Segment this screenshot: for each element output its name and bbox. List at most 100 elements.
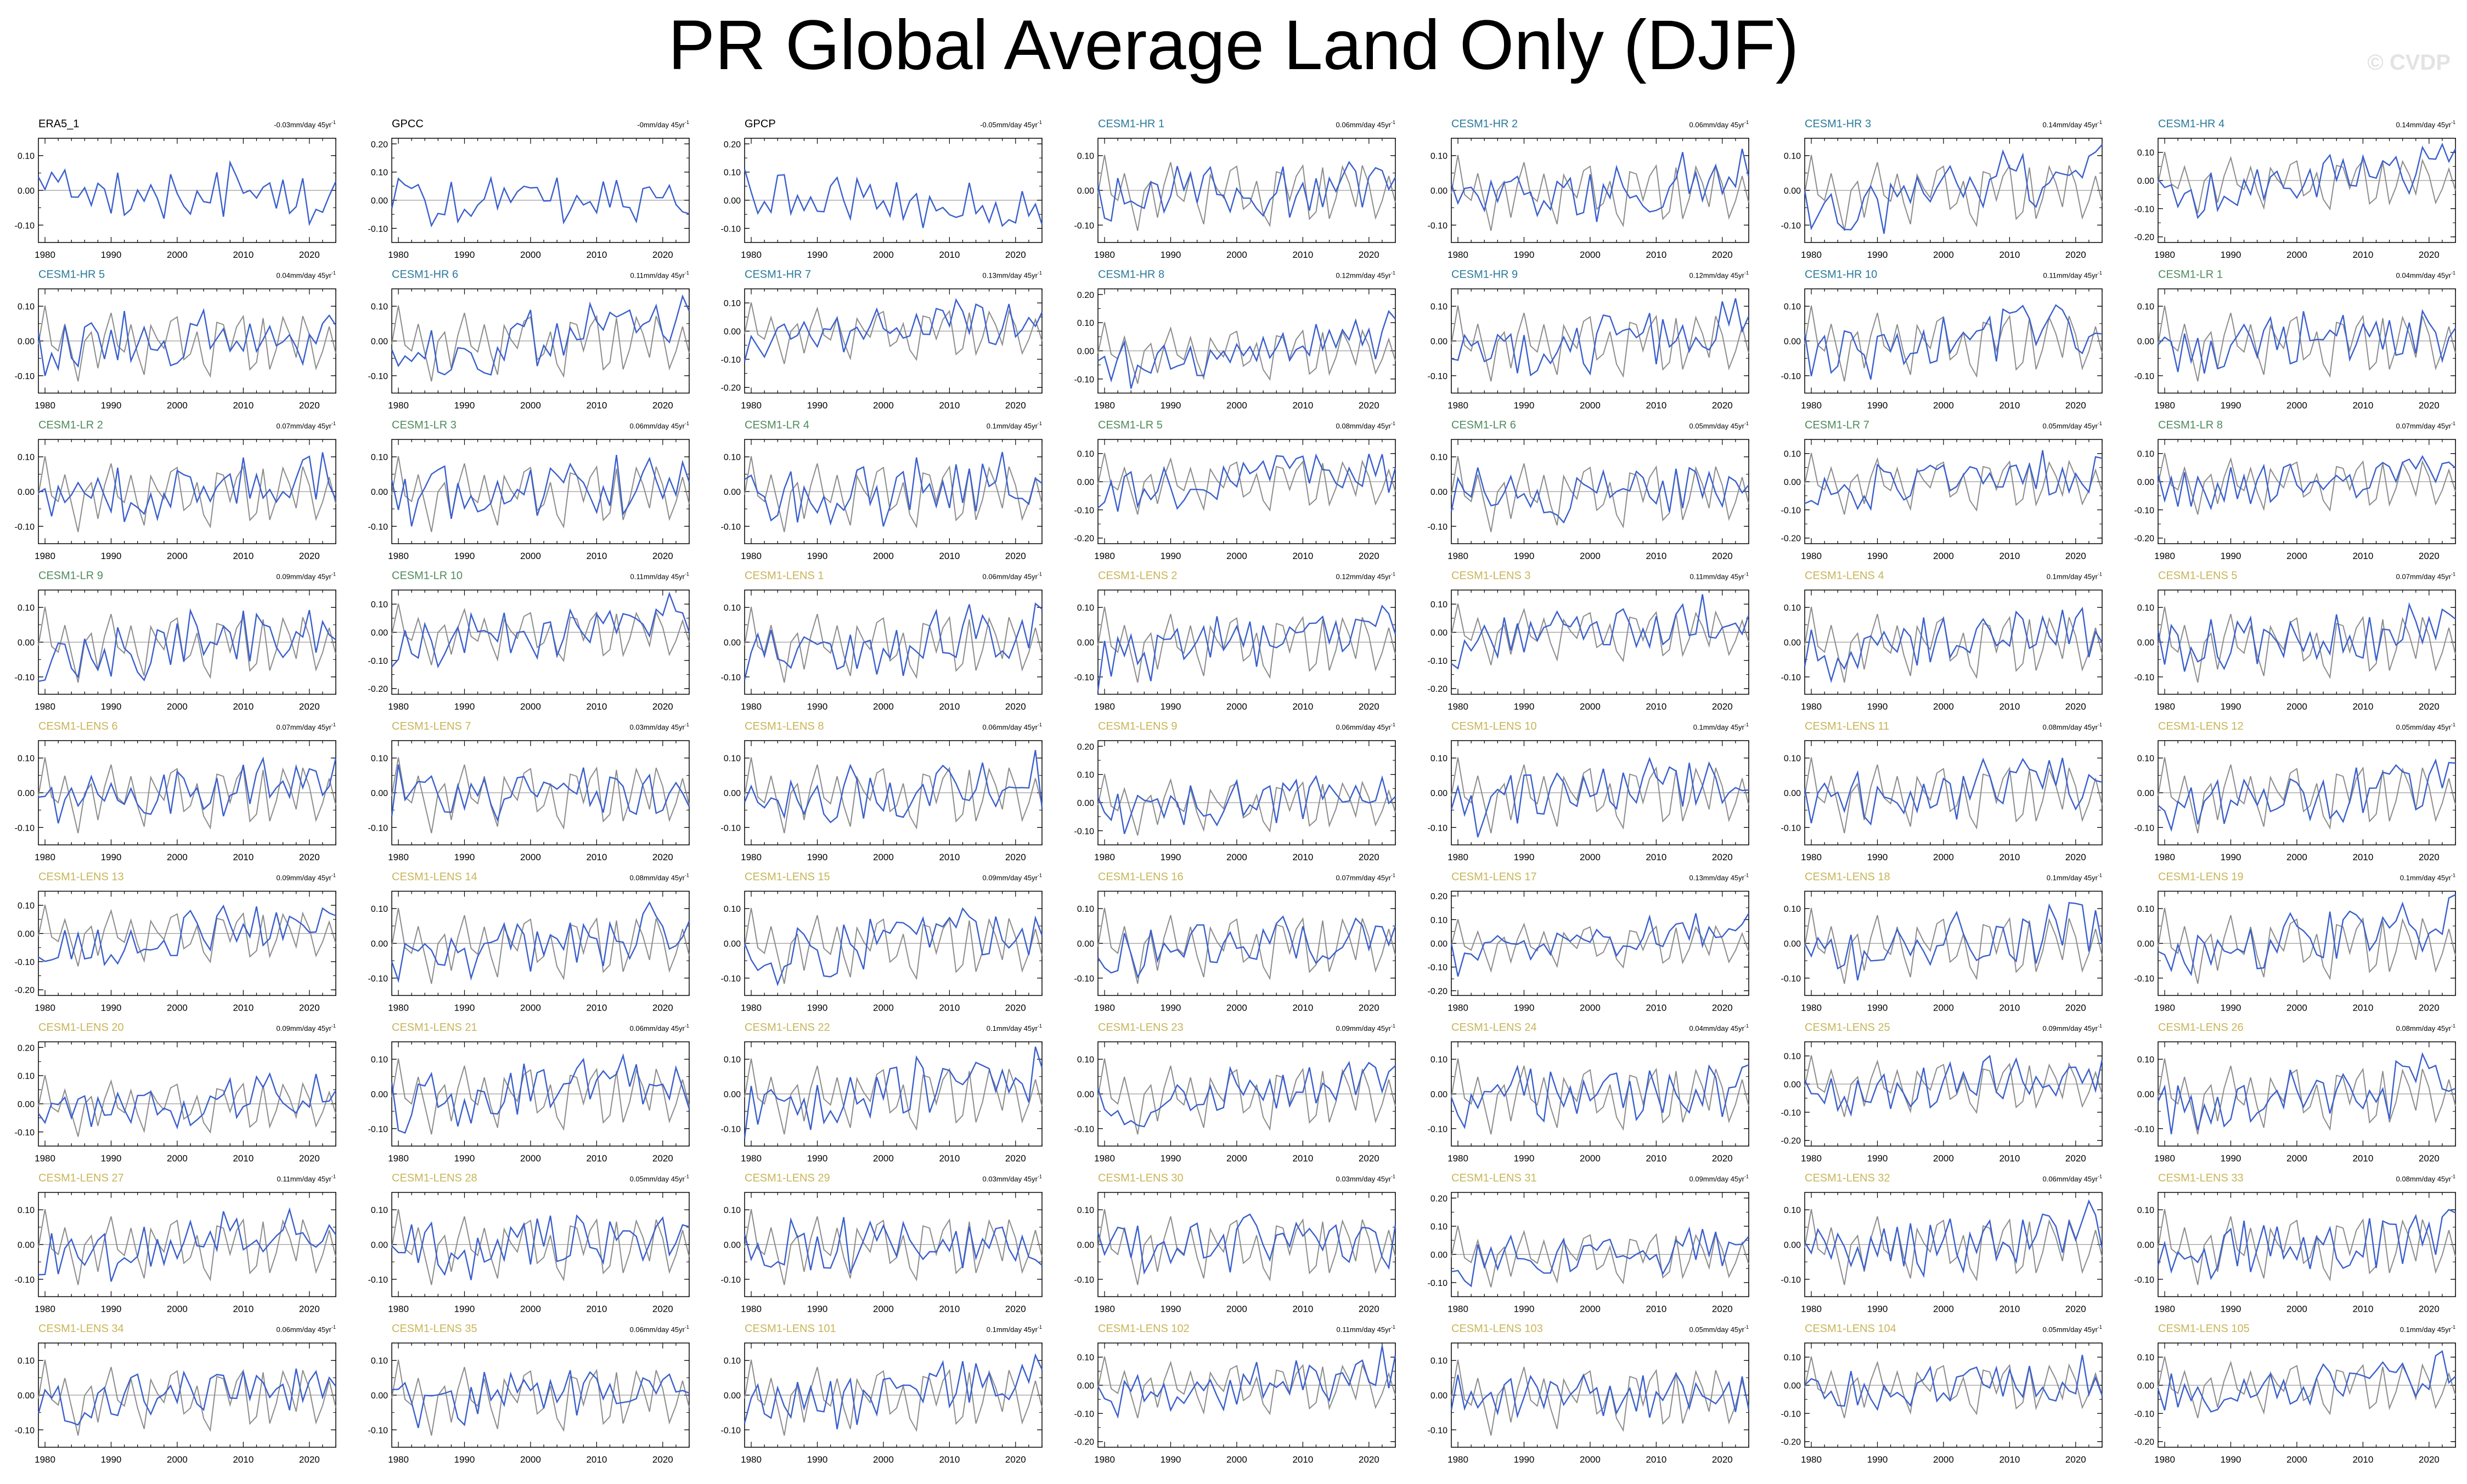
y-tick-label: 0.10 (1784, 1353, 1801, 1363)
observation-series-line (1097, 907, 1396, 984)
y-tick-label: -0.10 (15, 1426, 35, 1435)
y-tick-label: 0.10 (1430, 1222, 1447, 1232)
y-tick-label: -0.10 (721, 823, 741, 833)
panel-cesm1-lens-32: CESM1-LENS 32 0.06mm/day 45yr-1 0.10 0.00 -0… (1781, 1172, 2103, 1314)
y-tick-label: 0.10 (18, 754, 35, 764)
x-tick-label: 1980 (388, 702, 409, 712)
x-tick-label: 1980 (1447, 1003, 1468, 1013)
y-tick-label: -0.10 (721, 1125, 741, 1134)
observation-series-line (744, 302, 1043, 364)
series-line (2157, 1209, 2456, 1280)
x-tick-label: 1980 (1801, 1304, 1822, 1314)
panel-title: CESM1-LR 9 (38, 570, 103, 582)
trend-label: 0.11mm/day 45yr-1 (2043, 270, 2102, 280)
x-tick-label: 1990 (2221, 852, 2241, 862)
x-tick-label: 1980 (741, 702, 762, 712)
y-tick-label: -0.10 (721, 974, 741, 984)
x-tick-label: 2010 (1646, 551, 1666, 561)
x-tick-label: 1980 (741, 250, 762, 260)
y-tick-label: -0.10 (1074, 221, 1095, 230)
x-tick-label: 2000 (1933, 1304, 1954, 1314)
y-tick-label: -0.10 (368, 372, 388, 381)
x-tick-label: 2010 (1292, 1454, 1313, 1465)
x-tick-label: 1980 (1801, 400, 1822, 411)
trend-label: 0.09mm/day 45yr-1 (1689, 1174, 1749, 1183)
x-tick-label: 2010 (939, 1304, 960, 1314)
observation-series-line (391, 1359, 690, 1436)
x-tick-label: 2010 (586, 551, 607, 561)
x-tick-label: 2000 (1226, 1454, 1247, 1465)
x-tick-label: 1980 (741, 551, 762, 561)
x-tick-label: 1980 (2154, 852, 2175, 862)
panel-cesm1-lens-28: CESM1-LENS 28 0.05mm/day 45yr-1 0.10 0.00 -0… (368, 1172, 690, 1314)
y-tick-label: -0.10 (1428, 1279, 1448, 1288)
x-tick-label: 1990 (101, 1003, 122, 1013)
x-tick-label: 2000 (167, 400, 188, 411)
x-tick-label: 2020 (1005, 1454, 1026, 1465)
y-tick-label: -0.10 (2134, 673, 2155, 682)
x-tick-label: 2000 (1933, 1153, 1954, 1164)
panel-cesm1-lens-103: CESM1-LENS 103 0.05mm/day 45yr-1 0.10 0.00 -… (1428, 1323, 1750, 1465)
trend-label: 0.06mm/day 45yr-1 (630, 1324, 689, 1334)
x-tick-label: 1980 (35, 250, 55, 260)
y-tick-label: 0.00 (1784, 337, 1801, 347)
observation-series-line (2158, 1058, 2456, 1135)
observation-series-line (1097, 322, 1396, 384)
x-tick-label: 2000 (1933, 702, 1954, 712)
x-tick-label: 2010 (1646, 250, 1666, 260)
x-tick-label: 2010 (1646, 1153, 1666, 1164)
trend-label: 0.03mm/day 45yr-1 (630, 722, 689, 731)
y-tick-label: -0.20 (1074, 534, 1095, 544)
panel-title: GPCP (745, 118, 776, 130)
y-tick-label: 0.10 (18, 1357, 35, 1366)
y-tick-label: 0.10 (2137, 1206, 2154, 1215)
x-tick-label: 2000 (167, 1003, 188, 1013)
x-tick-label: 1990 (101, 1153, 122, 1164)
y-tick-label: -0.10 (15, 958, 35, 967)
y-tick-label: 0.00 (2137, 1090, 2154, 1099)
panel-cesm1-hr-2: CESM1-HR 2 0.06mm/day 45yr-1 0.10 0.00 -0.10… (1428, 118, 1750, 260)
y-tick-label: 0.10 (371, 1206, 388, 1215)
trend-label: 0.06mm/day 45yr-1 (630, 1023, 689, 1032)
x-tick-label: 2000 (1226, 400, 1247, 411)
panel-title: CESM1-LR 1 (2158, 269, 2223, 281)
trend-label: 0.1mm/day 45yr-1 (2047, 572, 2102, 581)
x-tick-label: 1980 (1447, 400, 1468, 411)
y-tick-label: 0.00 (1077, 478, 1094, 487)
series-line (1450, 1372, 1750, 1419)
x-tick-label: 2000 (2286, 551, 2307, 561)
y-tick-label: -0.10 (1781, 823, 1801, 833)
x-tick-label: 2010 (233, 852, 254, 862)
x-tick-label: 1980 (35, 1153, 55, 1164)
panel-title: CESM1-LENS 31 (1451, 1172, 1537, 1184)
y-tick-label: 0.00 (1077, 799, 1094, 808)
y-tick-label: 0.00 (1430, 488, 1447, 497)
trend-label: 0.1mm/day 45yr-1 (987, 1324, 1042, 1334)
x-tick-label: 2010 (939, 852, 960, 862)
observation-series-line (1804, 453, 2103, 515)
observation-series-line (391, 907, 690, 984)
x-tick-label: 2000 (2286, 1153, 2307, 1164)
trend-label: 0.12mm/day 45yr-1 (1336, 270, 1395, 280)
panel-cesm1-lr-9: CESM1-LR 9 0.09mm/day 45yr-1 0.10 0.00 -0.10… (15, 570, 336, 712)
x-tick-label: 2000 (1226, 702, 1247, 712)
series-line (38, 608, 336, 682)
x-tick-label: 1990 (1161, 551, 1181, 561)
trend-label: 0.05mm/day 45yr-1 (2396, 722, 2455, 731)
x-tick-label: 1990 (101, 1304, 122, 1314)
x-tick-label: 1990 (1514, 400, 1535, 411)
x-tick-label: 1990 (1161, 250, 1181, 260)
series-line (744, 907, 1043, 986)
x-tick-label: 2010 (1999, 400, 2020, 411)
y-tick-label: 0.20 (1430, 892, 1447, 901)
y-tick-label: 0.00 (1784, 940, 1801, 949)
y-tick-label: -0.10 (1428, 963, 1448, 973)
x-tick-label: 1990 (454, 702, 475, 712)
x-tick-label: 1980 (2154, 1003, 2175, 1013)
y-tick-label: 0.10 (724, 299, 741, 308)
x-tick-label: 2010 (1292, 1003, 1313, 1013)
x-tick-label: 2000 (1226, 852, 1247, 862)
panel-cesm1-hr-9: CESM1-HR 9 0.12mm/day 45yr-1 0.10 0.00 -0.10… (1428, 269, 1750, 411)
x-tick-label: 2010 (1292, 702, 1313, 712)
observation-series-line (1804, 1209, 2103, 1285)
